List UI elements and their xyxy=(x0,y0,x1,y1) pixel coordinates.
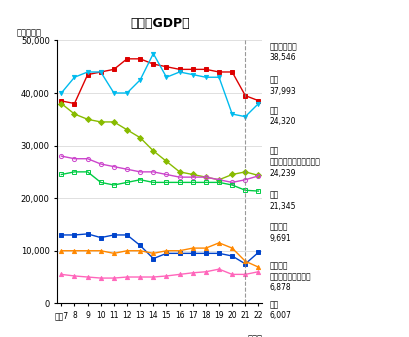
Text: 卒売
37,993: 卒売 37,993 xyxy=(269,76,296,96)
Text: 輸送機械
9,691: 輸送機械 9,691 xyxy=(269,222,291,243)
Text: （年）: （年） xyxy=(247,335,262,337)
Text: （十億円）: （十億円） xyxy=(16,29,41,38)
Text: 小売
24,320: 小売 24,320 xyxy=(269,106,296,126)
Text: 運輸
21,345: 運輸 21,345 xyxy=(269,190,296,211)
Text: 情報通信産業
38,546: 情報通信産業 38,546 xyxy=(269,42,297,62)
Text: 建設
（除電気通信施設建設）
24,239: 建設 （除電気通信施設建設） 24,239 xyxy=(269,147,320,178)
Text: 『名目GDP』: 『名目GDP』 xyxy=(130,17,189,30)
Text: 電気機械
（除情報通信機器）
6,878: 電気機械 （除情報通信機器） 6,878 xyxy=(269,261,311,293)
Text: 鉄鈣
6,007: 鉄鈣 6,007 xyxy=(269,300,291,320)
